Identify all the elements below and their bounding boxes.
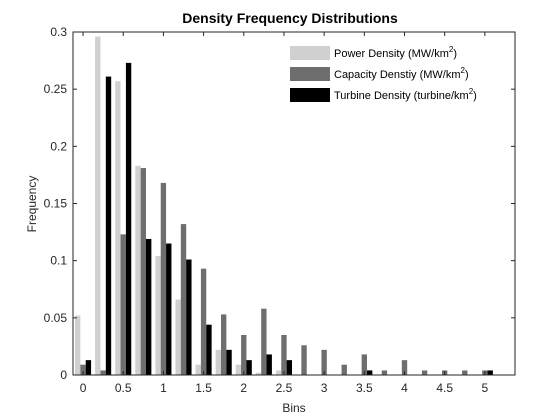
- bar-series2-bin-9: [261, 308, 267, 375]
- x-tick-label: 3.5: [356, 381, 373, 395]
- bar-series2-bin-14: [361, 354, 367, 375]
- legend-label-series1: Power Density (MW/km2): [334, 45, 457, 60]
- y-axis-label: Frequency: [25, 176, 39, 233]
- y-tick-label: 0.05: [44, 311, 68, 325]
- bar-series3-bin-9: [266, 354, 272, 375]
- y-tick-label: 0.2: [50, 139, 67, 153]
- bar-series3-bin-14: [367, 370, 373, 375]
- bar-series1-bin-1: [95, 36, 101, 375]
- legend: Power Density (MW/km2) Capacity Denstiy (…: [285, 40, 507, 103]
- legend-swatch-series2: [290, 67, 330, 81]
- bar-series3-bin-7: [226, 349, 232, 375]
- bar-series3-bin-6: [206, 324, 212, 375]
- y-tick-label: 0: [60, 368, 67, 382]
- bar-series2-bin-7: [221, 314, 227, 375]
- legend-label-series2: Capacity Denstiy (MW/km2): [334, 66, 469, 81]
- bar-series1-bin-7: [215, 349, 222, 375]
- bar-series2-bin-11: [301, 345, 307, 375]
- x-tick-label: 4: [401, 381, 408, 395]
- bar-series1-bin-0: [75, 315, 81, 375]
- bar-series3-bin-20: [487, 370, 493, 375]
- bar-series2-bin-13: [341, 364, 347, 375]
- bar-series3-bin-1: [105, 76, 112, 375]
- bar-series3-bin-3: [146, 238, 152, 375]
- y-tick-label: 0.3: [50, 25, 67, 39]
- x-tick-label: 4.5: [436, 381, 453, 395]
- bar-series3-bin-5: [186, 259, 192, 375]
- bar-series1-bin-10: [275, 370, 282, 375]
- bar-series2-bin-4: [160, 182, 167, 375]
- bar-series2-bin-8: [241, 334, 247, 375]
- x-tick-label: 2.5: [276, 381, 293, 395]
- bar-series2-bin-12: [321, 349, 327, 375]
- x-axis-ticks: 0 0.5 1 1.5 2 2.5 3 3.5 4 4.5 5: [80, 32, 489, 395]
- legend-swatch-series3: [290, 88, 330, 102]
- x-tick-label: 3: [321, 381, 328, 395]
- bar-series3-bin-10: [286, 360, 292, 375]
- bar-series3-bin-4: [166, 243, 172, 375]
- bar-series2-bin-0: [80, 364, 86, 375]
- x-tick-label: 0.5: [115, 381, 132, 395]
- y-tick-label: 0.25: [44, 82, 68, 96]
- bar-series1-bin-8: [235, 364, 242, 375]
- bar-series1-bin-5: [175, 299, 181, 375]
- bar-series2-bin-6: [200, 268, 207, 375]
- bar-series1-bin-3: [135, 165, 141, 375]
- bar-series1-bin-6: [195, 364, 201, 375]
- bar-series2-bin-19: [462, 370, 468, 375]
- x-axis-label: Bins: [282, 401, 305, 415]
- bar-series2-bin-16: [401, 360, 408, 375]
- bar-series1-bin-4: [155, 256, 161, 375]
- bar-series2-bin-2: [120, 234, 126, 375]
- legend-label-series3: Turbine Density (turbine/km2): [334, 87, 477, 102]
- x-tick-label: 2: [240, 381, 247, 395]
- x-tick-label: 5: [482, 381, 489, 395]
- y-tick-label: 0.1: [50, 254, 67, 268]
- x-tick-label: 1: [160, 381, 167, 395]
- bar-series3-bin-8: [246, 360, 252, 375]
- bar-series2-bin-3: [140, 168, 146, 375]
- x-tick-label: 1.5: [195, 381, 212, 395]
- bar-series1-bin-2: [115, 81, 121, 375]
- bar-series1-bin-9: [255, 372, 262, 375]
- y-tick-label: 0.15: [44, 197, 68, 211]
- bar-series3-bin-2: [125, 62, 132, 376]
- x-tick-label: 0: [80, 381, 87, 395]
- bar-series2-bin-15: [381, 370, 388, 375]
- bar-series2-bin-1: [100, 370, 106, 375]
- bar-series2-bin-10: [281, 334, 287, 375]
- legend-swatch-series1: [290, 46, 330, 60]
- y-axis-ticks: 0 0.05 0.1 0.15 0.2 0.25 0.3: [44, 25, 515, 382]
- bars-group: [75, 36, 493, 376]
- bar-series2-bin-17: [421, 370, 428, 375]
- bar-series3-bin-0: [85, 360, 92, 375]
- bar-series2-bin-5: [180, 224, 187, 375]
- chart-title: Density Frequency Distributions: [182, 10, 398, 26]
